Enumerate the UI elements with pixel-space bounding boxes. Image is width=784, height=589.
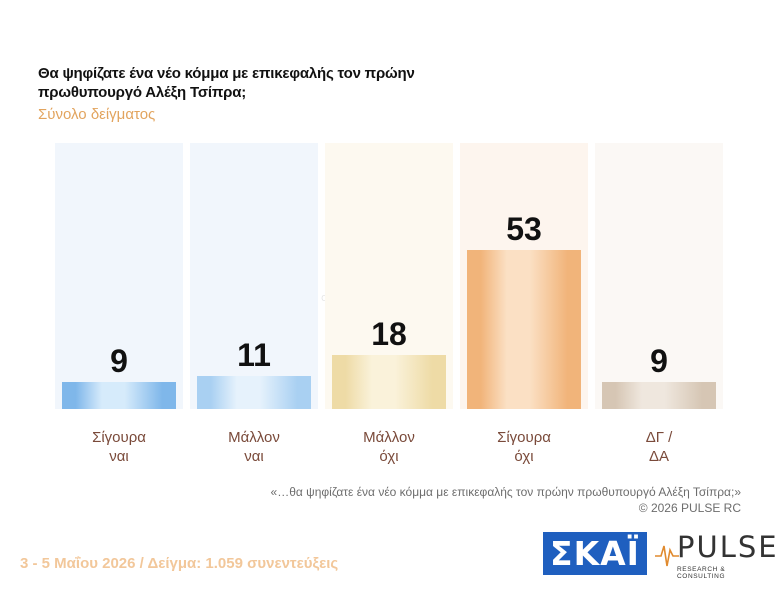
value-label: 18 (371, 316, 407, 352)
column-backgrounds (55, 143, 723, 409)
category-label: Σίγουρα (92, 429, 146, 446)
bars (62, 250, 716, 409)
value-label: 53 (506, 211, 542, 247)
sample-info: 3 - 5 Μαΐου 2026 / Δείγμα: 1.059 συνεντε… (20, 555, 339, 572)
pulse-logo-tagline: RESEARCH & CONSULTING (677, 566, 726, 580)
pulse-logo: PULSE RESEARCH & CONSULTING (655, 530, 777, 580)
value-labels: 9 11 18 53 9 (110, 211, 668, 379)
bar (332, 355, 446, 409)
bar (602, 382, 716, 409)
category-label: όχι (379, 448, 398, 465)
value-label: 9 (110, 343, 128, 379)
column-background (190, 143, 318, 409)
category-label: Σίγουρα (497, 429, 551, 446)
column-background (55, 143, 183, 409)
bar (62, 382, 176, 409)
footnote-question: «…θα ψηφίζατε ένα νέο κόμμα με επικεφαλή… (270, 485, 741, 499)
footnote: «…θα ψηφίζατε ένα νέο κόμμα με επικεφαλή… (271, 484, 741, 516)
category-label: ΔΑ (649, 448, 669, 465)
category-label: Μάλλον (228, 429, 280, 446)
skai-logo: ΣΚΑΪ (543, 532, 647, 575)
category-label: ναι (109, 448, 129, 465)
value-label: 9 (650, 343, 668, 379)
category-labels: Σίγουρα ναι Μάλλον ναι Μάλλον όχι Σίγουρα όχι ΔΓ… (92, 429, 673, 465)
watermark-tagline: RESEARCH & CONSULTING (256, 294, 384, 303)
bar (197, 376, 311, 409)
category-label: ΔΓ / (646, 429, 673, 446)
chart-subtitle: Σύνολο δείγματος (38, 106, 156, 123)
value-label: 11 (237, 337, 271, 373)
category-label: όχι (514, 448, 533, 465)
column-background (595, 143, 723, 409)
category-label: ναι (244, 448, 264, 465)
pulse-wave-icon (655, 545, 679, 567)
chart-title: Θα ψηφίζατε ένα νέο κόμμα με επικεφαλής … (38, 65, 415, 101)
pulse-logo-word: PULSE (677, 530, 779, 564)
category-label: Μάλλον (363, 429, 415, 446)
footnote-copyright: © 2026 PULSE RC (638, 501, 741, 515)
bar (467, 250, 581, 409)
